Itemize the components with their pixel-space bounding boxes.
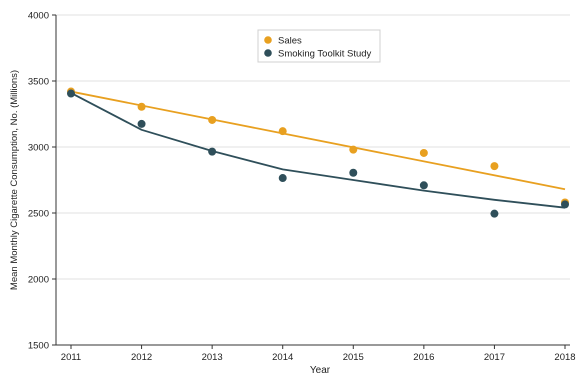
x-tick-label: 2017 <box>484 352 505 363</box>
x-tick-label: 2015 <box>343 352 364 363</box>
y-tick-label: 3000 <box>28 143 49 154</box>
x-tick-label: 2018 <box>554 352 575 363</box>
x-tick-label: 2011 <box>61 352 81 363</box>
trend-line-sales <box>70 90 566 191</box>
legend-label-smoking-toolkit-study: Smoking Toolkit Study <box>278 49 372 60</box>
data-point-smoking-toolkit-study <box>419 181 428 190</box>
data-points <box>67 87 569 218</box>
data-point-smoking-toolkit-study <box>208 147 217 156</box>
axes: 1500 2000 2500 3000 3500 4000 2011 2012 2013 2014… <box>28 11 576 364</box>
data-point-sales <box>419 148 428 157</box>
x-tick-label: 2013 <box>202 352 223 363</box>
legend-box <box>257 29 381 63</box>
legend-label-sales: Sales <box>278 36 302 47</box>
data-point-smoking-toolkit-study <box>490 209 499 218</box>
y-tick-label: 2000 <box>28 275 49 286</box>
trend-curve-smoking-toolkit-study <box>70 92 566 209</box>
data-point-sales <box>208 115 217 124</box>
y-axis-label: Mean Monthly Cigarette Consumption, No. … <box>9 70 20 290</box>
x-tick-label: 2016 <box>413 352 434 363</box>
data-point-smoking-toolkit-study <box>278 174 287 183</box>
legend-marker-smoking-toolkit-study <box>264 49 272 57</box>
x-tick-label: 2014 <box>272 352 293 363</box>
y-tick-label: 1500 <box>28 341 49 352</box>
legend-marker-sales <box>264 36 272 44</box>
data-point-sales <box>278 127 287 136</box>
data-point-sales <box>490 162 499 171</box>
data-point-smoking-toolkit-study <box>137 119 146 128</box>
data-point-smoking-toolkit-study <box>561 200 569 209</box>
data-point-smoking-toolkit-study <box>349 168 358 177</box>
x-axis-label: Year <box>310 365 331 376</box>
y-tick-label: 4000 <box>28 11 49 22</box>
grid <box>56 14 570 280</box>
data-point-sales <box>137 102 146 111</box>
x-tick-label: 2012 <box>131 352 152 363</box>
y-tick-label: 2500 <box>28 209 49 220</box>
legend: Sales Smoking Toolkit Study <box>257 29 381 63</box>
data-point-smoking-toolkit-study <box>67 89 75 98</box>
data-point-sales <box>349 145 358 154</box>
trend-lines <box>70 90 566 209</box>
y-tick-label: 3500 <box>28 77 49 88</box>
